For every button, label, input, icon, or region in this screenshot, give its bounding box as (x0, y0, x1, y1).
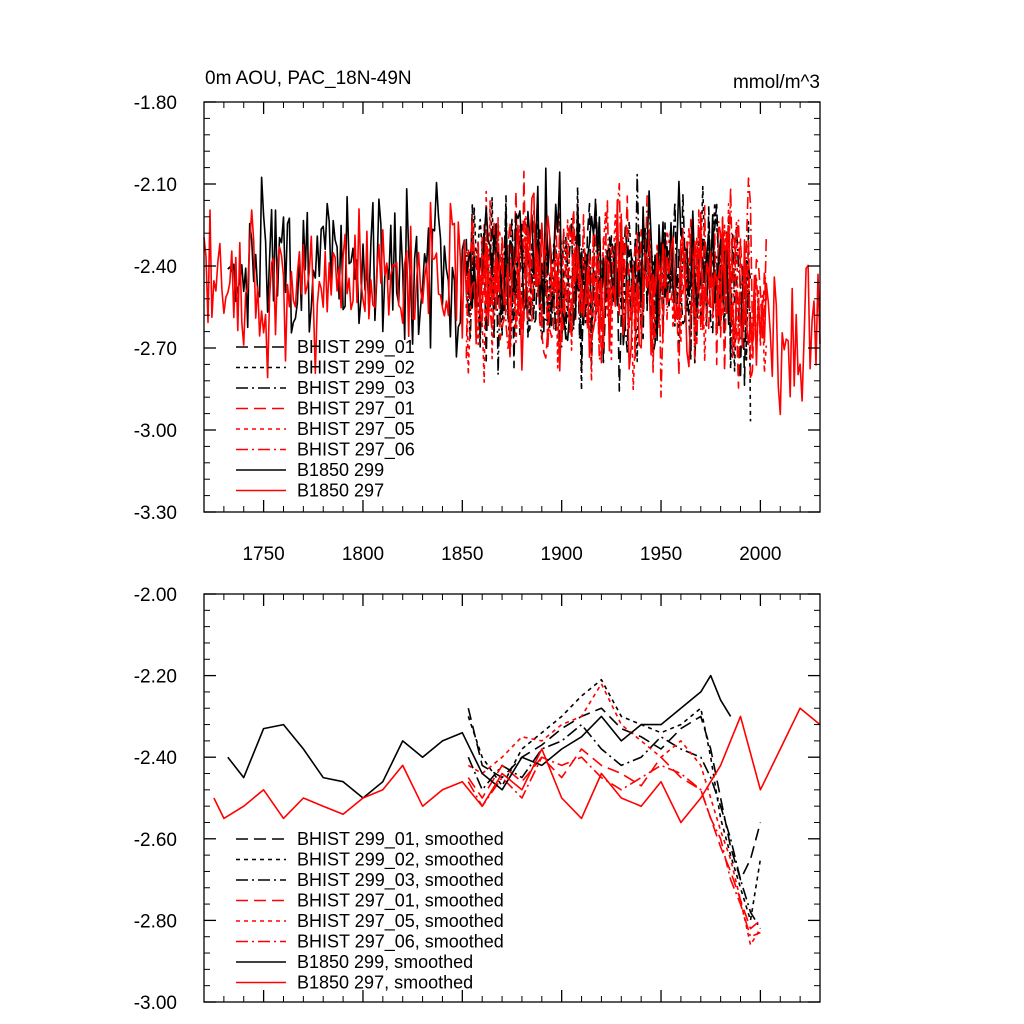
series-line-bhist-297-06-smoothed (467, 756, 761, 938)
legend-label-bhist-299-01-smoothed: BHIST 299_01, smoothed (297, 829, 504, 850)
y-tick-label: -3.00 (134, 421, 177, 442)
top-panel-series (203, 167, 821, 422)
y-tick-label: -2.40 (134, 748, 177, 769)
y-tick-label: -2.00 (134, 585, 177, 606)
bottom-panel: -2.00 -2.20 -2.40 -2.60 -2.80 -3.00 BHIST 299… (134, 585, 821, 1014)
legend-label-b1850-297-smoothed: B1850 297, smoothed (297, 973, 473, 993)
y-tick-label: -1.80 (134, 93, 177, 114)
y-tick-label: -2.60 (134, 830, 177, 851)
legend-label-bhist-297-01-smoothed: BHIST 297_01, smoothed (297, 891, 504, 912)
legend-label-bhist-297-05-smoothed: BHIST 297_05, smoothed (297, 911, 504, 932)
bottom-panel-series (213, 674, 821, 946)
y-tick-label: -3.00 (134, 993, 177, 1014)
top-panel-title: 0m AOU, PAC_18N-49N (205, 68, 412, 89)
y-tick-label: -2.70 (134, 339, 177, 360)
legend-label-bhist-299-01: BHIST 299_01 (297, 337, 415, 358)
series-line-bhist-297-05 (465, 190, 768, 391)
y-tick-label: -2.40 (134, 257, 177, 278)
y-tick-label: -2.80 (134, 911, 177, 932)
plot-frame (203, 101, 821, 513)
x-tick-label: 1900 (541, 544, 583, 565)
x-tick-label: 1950 (640, 544, 682, 565)
top-panel: 0m AOU, PAC_18N-49N mmol/m^3 -1.80-2.10-… (134, 68, 821, 565)
series-line-bhist-299-02-smoothed (467, 678, 762, 922)
series-line-bhist-297-01-smoothed (467, 748, 761, 930)
series-line-b1850-299-smoothed (227, 674, 732, 799)
legend-label-bhist-297-06-smoothed: BHIST 297_06, smoothed (297, 932, 504, 953)
legend-label-b1850-299-smoothed: B1850 299, smoothed (297, 952, 473, 972)
series-line-b1850-297 (203, 192, 821, 416)
series-line-bhist-299-01-smoothed (467, 707, 762, 881)
top-panel-units: mmol/m^3 (733, 72, 820, 93)
legend-label-bhist-297-01: BHIST 297_01 (297, 399, 415, 420)
x-tick-label: 1750 (242, 544, 284, 565)
y-tick-label: -2.10 (134, 175, 177, 196)
legend-label-bhist-297-05: BHIST 297_05 (297, 419, 415, 440)
plot-frame (203, 593, 821, 1003)
legend-label-b1850-297: B1850 297 (297, 481, 384, 501)
x-tick-label: 2000 (739, 544, 781, 565)
x-tick-label: 1850 (441, 544, 483, 565)
legend-label-bhist-299-02-smoothed: BHIST 299_02, smoothed (297, 850, 504, 871)
top-panel-axes: -1.80 -2.10 -2.40 -2.70 -3.00 -3.30 1750 1800 18… (134, 93, 821, 565)
legend-label-bhist-299-03-smoothed: BHIST 299_03, smoothed (297, 870, 504, 891)
series-line-bhist-297-01 (465, 170, 768, 389)
y-tick-label: -2.20 (134, 667, 177, 688)
x-tick-label: 1800 (342, 544, 384, 565)
series-line-b1850-297-smoothed (213, 707, 821, 824)
legend-label-bhist-297-06: BHIST 297_06 (297, 440, 415, 461)
legend-label-bhist-299-03: BHIST 299_03 (297, 378, 415, 399)
series-line-bhist-299-03-smoothed (467, 723, 762, 930)
legend-label-bhist-299-02: BHIST 299_02 (297, 358, 415, 379)
legend-label-b1850-299: B1850 299 (297, 460, 384, 480)
series-line-bhist-297-05-smoothed (467, 682, 762, 946)
bottom-panel-axes: -2.00 -2.20 -2.40 -2.60 -2.80 -3.00 (134, 585, 821, 1014)
y-tick-label: -3.30 (134, 503, 177, 524)
